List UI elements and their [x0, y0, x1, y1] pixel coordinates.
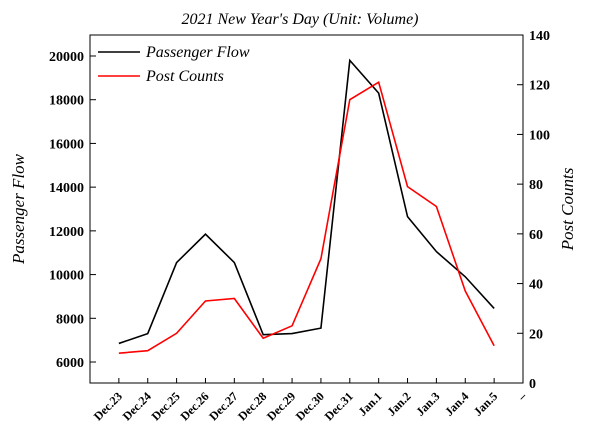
- x-tick-label: Jan.1: [355, 389, 384, 418]
- y-tick-label: 14000: [49, 181, 84, 196]
- plot-frame: [89, 34, 524, 384]
- x-tick-label: Dec.30: [293, 389, 327, 423]
- x-tick-label: Dec.28: [235, 389, 269, 423]
- chart-title: 2021 New Year's Day (Unit: Volume): [181, 11, 418, 28]
- x-tick-label: Dec.31: [322, 389, 356, 423]
- y-axis-label: Passenger Flow: [9, 153, 28, 265]
- x-tick-label: Jan.4: [442, 389, 471, 418]
- y-tick-label: 6000: [56, 356, 84, 371]
- y-tick-label: 10000: [49, 269, 84, 284]
- y-tick-label: 16000: [49, 137, 84, 152]
- x-tick-label: Jan.5: [471, 389, 500, 418]
- x-tick-label: –: [514, 389, 530, 405]
- x-tick-label: Dec.23: [91, 389, 125, 423]
- y2-tick-label: 100: [529, 128, 550, 143]
- y2-tick-label: 80: [529, 178, 543, 193]
- x-tick-label: Dec.29: [264, 389, 298, 423]
- y2-tick-label: 60: [529, 228, 543, 243]
- y2-axis-label: Post Counts: [558, 167, 577, 251]
- x-tick-label: Dec.25: [149, 389, 183, 423]
- y-tick-label: 18000: [49, 94, 84, 109]
- x-tick-label: Dec.24: [120, 389, 154, 423]
- y2-tick-label: 20: [529, 327, 543, 342]
- y-tick-label: 8000: [56, 312, 84, 327]
- y2-tick-label: 40: [529, 278, 543, 293]
- x-tick-label: Dec.27: [206, 389, 240, 423]
- y2-tick-label: 0: [529, 377, 536, 392]
- legend-label: Post Counts: [145, 68, 224, 85]
- series-line: [118, 80, 495, 354]
- y-tick-label: 20000: [49, 50, 84, 65]
- legend-label: Passenger Flow: [145, 44, 250, 61]
- x-tick-label: Jan.3: [413, 389, 442, 418]
- x-tick-label: Dec.26: [177, 389, 211, 423]
- y2-tick-label: 120: [529, 79, 550, 94]
- series-line: [118, 58, 495, 345]
- y2-tick-label: 140: [529, 29, 550, 44]
- x-tick-label: Jan.2: [384, 389, 413, 418]
- y-tick-label: 12000: [49, 225, 84, 240]
